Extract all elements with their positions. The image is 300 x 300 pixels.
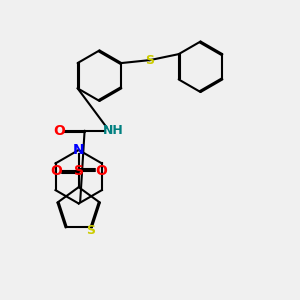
Text: O: O xyxy=(95,164,107,178)
Text: N: N xyxy=(73,143,85,157)
Text: NH: NH xyxy=(103,124,123,137)
Text: S: S xyxy=(146,54,154,67)
Text: S: S xyxy=(86,224,95,237)
Text: O: O xyxy=(53,124,65,138)
Text: O: O xyxy=(50,164,62,178)
Text: S: S xyxy=(74,164,84,178)
